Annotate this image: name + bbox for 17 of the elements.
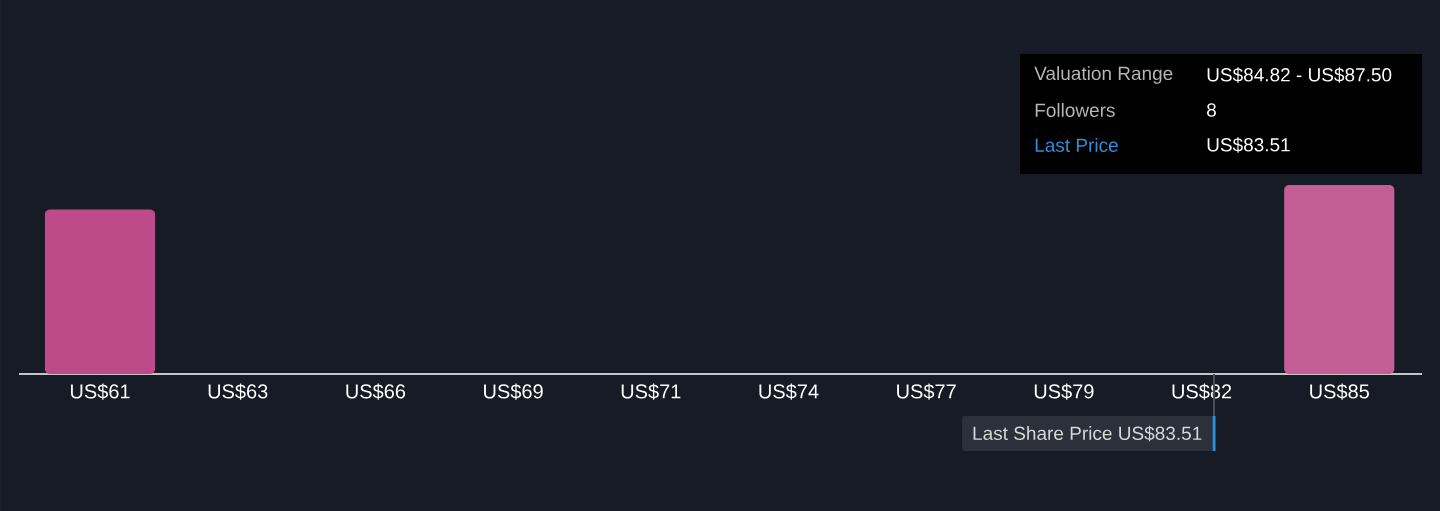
text: Valuation Range — [1034, 66, 1173, 84]
text: Last Share Price US$83.51 — [973, 425, 1202, 442]
text: US$83.51 — [1207, 137, 1290, 153]
text: Last Price — [1035, 138, 1118, 152]
x-tick-label: US$71 — [621, 383, 681, 400]
x-tick-label: US$85 — [1310, 383, 1369, 400]
x-tick-label: US$66 — [346, 383, 406, 400]
text: US$84.82 - US$87.50 — [1207, 67, 1392, 83]
x-tick-label: US$61 — [70, 383, 130, 400]
x-tick-label: US$69 — [484, 383, 543, 400]
text: 8 — [1207, 103, 1216, 117]
x-tick-label: US$79 — [1034, 383, 1094, 400]
text: Followers — [1035, 103, 1115, 117]
x-tick-label: US$82 — [1172, 383, 1232, 400]
x-tick-label: US$77 — [897, 383, 956, 400]
x-tick-label: US$74 — [759, 383, 819, 400]
x-tick-label: US$63 — [208, 383, 268, 400]
